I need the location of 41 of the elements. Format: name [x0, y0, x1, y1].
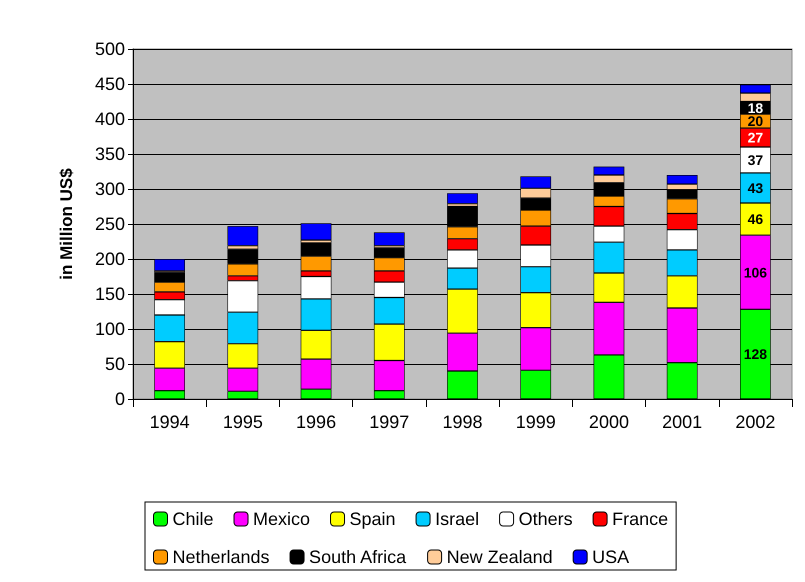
data-label: 27	[748, 130, 764, 146]
legend-label: USA	[592, 547, 630, 567]
y-tick-label: 500	[94, 39, 125, 59]
x-tick-label: 1994	[150, 412, 190, 432]
data-label: 18	[748, 100, 764, 116]
y-tick-label: 300	[94, 179, 125, 199]
y-tick-label: 450	[94, 74, 125, 94]
x-tick-label: 1996	[296, 412, 336, 432]
y-tick-label: 350	[94, 144, 125, 164]
legend-label: New Zealand	[446, 547, 553, 567]
x-tick-label: 1999	[516, 412, 556, 432]
y-tick-label: 150	[94, 284, 125, 304]
data-label: 43	[748, 180, 764, 196]
x-tick-label: 1995	[222, 412, 263, 432]
x-tick-label: 2000	[588, 412, 629, 432]
data-label: 128	[744, 346, 768, 362]
legend-label: Mexico	[253, 509, 310, 529]
legend-label: Others	[518, 509, 573, 529]
legend-label: France	[612, 509, 668, 529]
legend-label: Netherlands	[172, 547, 270, 567]
data-label: 46	[748, 211, 764, 228]
data-label: 106	[744, 264, 768, 280]
y-tick-label: 250	[94, 214, 125, 234]
y-axis-title: in Million US$	[57, 168, 76, 280]
legend-label: Spain	[350, 509, 396, 529]
bar	[374, 232, 405, 246]
y-tick-label: 100	[94, 319, 125, 339]
bar	[447, 193, 478, 204]
x-tick-label: 2001	[662, 412, 702, 432]
x-tick-label: 2002	[735, 412, 776, 432]
y-tick-label: 200	[94, 249, 125, 269]
x-tick-label: 1997	[369, 412, 410, 432]
legend-label: South Africa	[309, 547, 408, 567]
y-tick-label: 50	[104, 354, 125, 374]
y-tick-label: 0	[114, 389, 125, 409]
x-tick-label: 1998	[442, 412, 483, 432]
data-label: 20	[748, 113, 764, 130]
legend-label: Chile	[172, 509, 214, 529]
y-tick-label: 400	[94, 109, 125, 129]
legend-label: Israel	[435, 509, 480, 529]
data-label: 37	[748, 152, 764, 168]
